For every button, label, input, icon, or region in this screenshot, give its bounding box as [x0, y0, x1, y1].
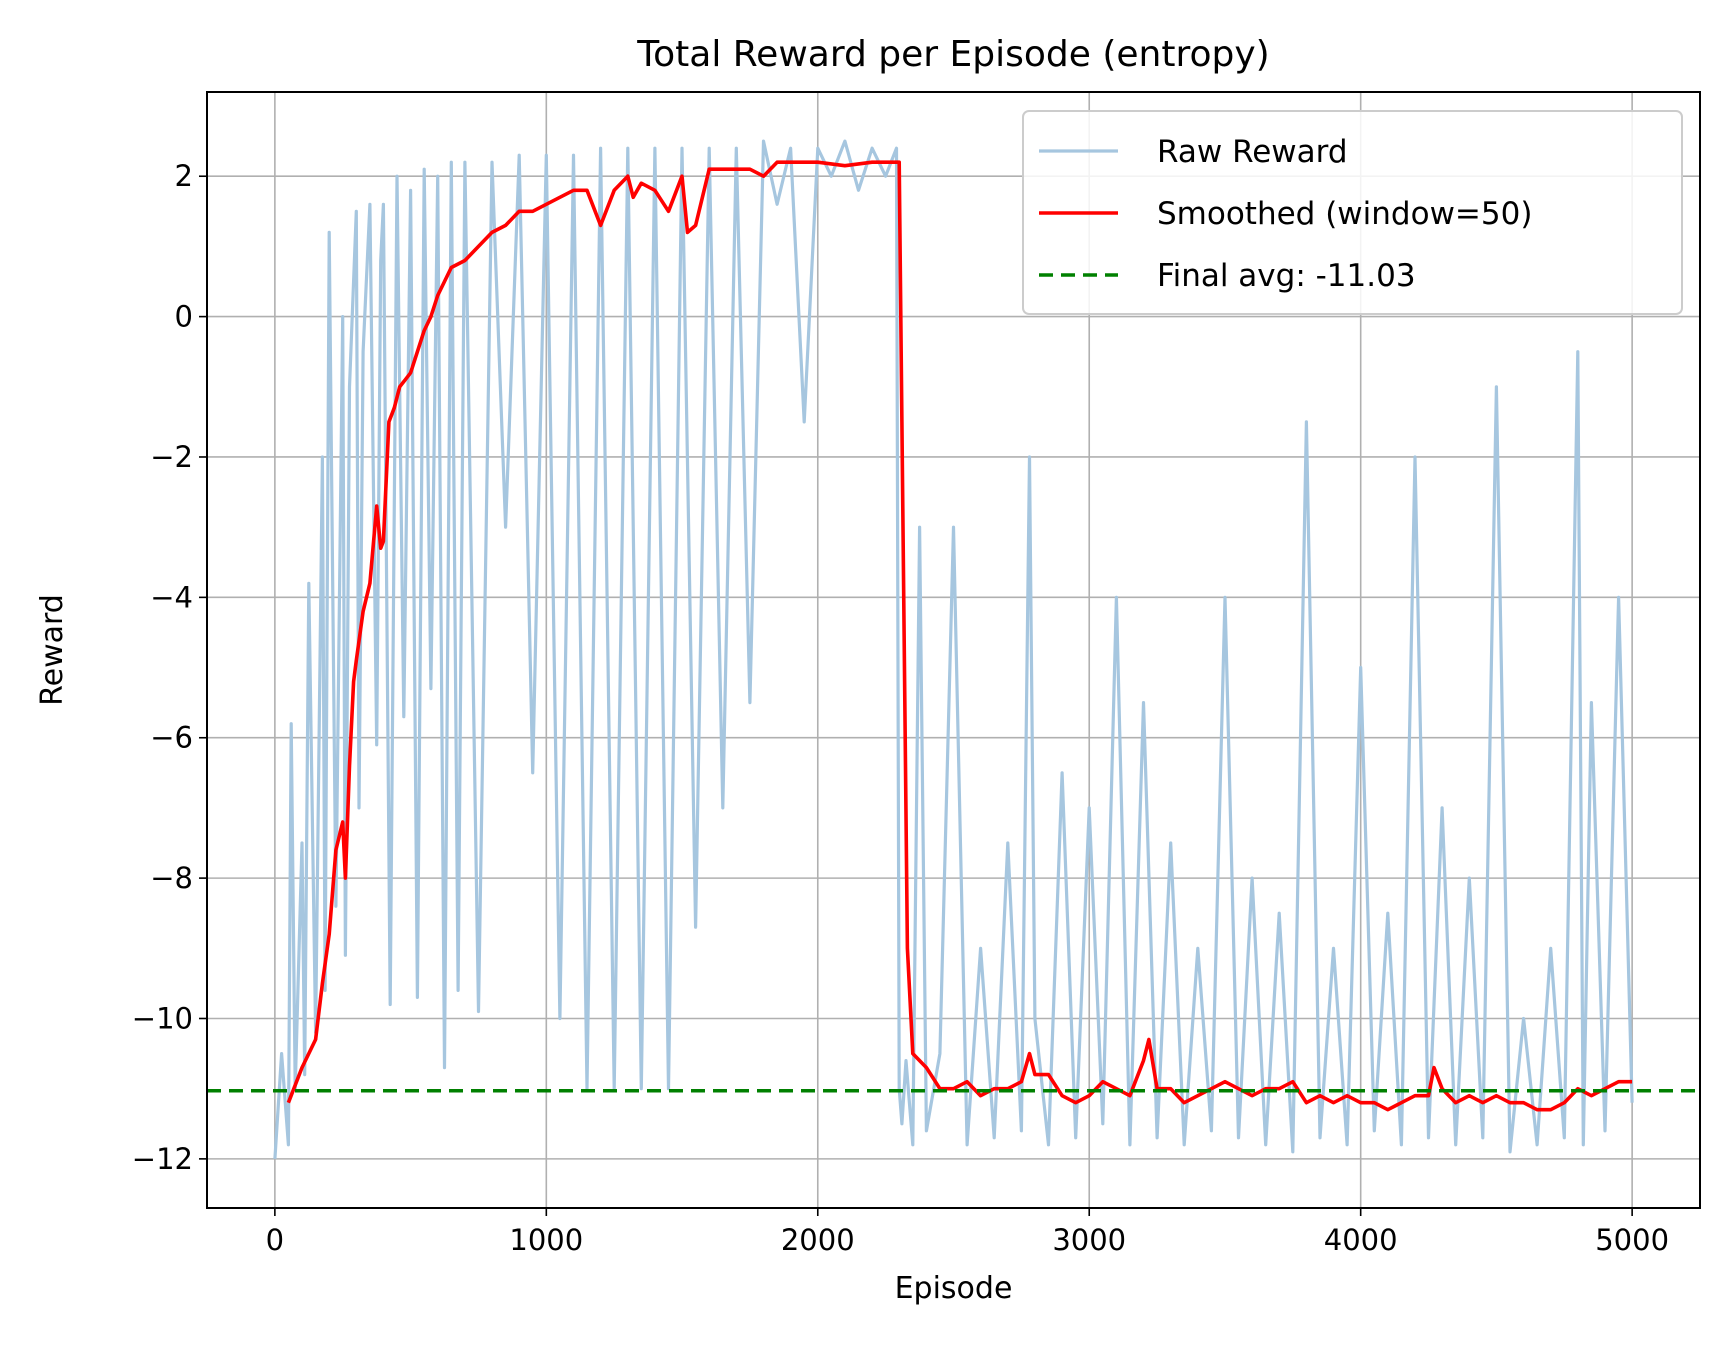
legend-label: Final avg: -11.03	[1157, 258, 1416, 294]
x-axis-ticks: 0 1000 2000 3000 4000 5000	[266, 1208, 1669, 1257]
plot-frame	[206, 91, 1701, 1209]
y-tick-label: −8	[150, 861, 193, 895]
y-axis-label: Reward	[35, 594, 70, 706]
plot-series	[207, 139, 1700, 1160]
x-tick-label: 0	[266, 1223, 284, 1257]
raw-reward-line	[273, 139, 1634, 1160]
smoothed-reward-line	[286, 160, 1633, 1112]
y-tick-label: −4	[150, 580, 193, 614]
y-tick-label: −10	[132, 1001, 193, 1035]
legend: Raw Reward Smoothed (window=50) Final avg:…	[1022, 110, 1683, 315]
x-axis-label: Episode	[895, 1271, 1013, 1306]
x-tick-label: 5000	[1595, 1223, 1669, 1257]
x-tick-label: 3000	[1052, 1223, 1126, 1257]
y-axis-ticks: −12 −10 −8 −6 −4 −2 0 2	[132, 159, 207, 1176]
chart-title: Total Reward per Episode (entropy)	[636, 34, 1269, 75]
y-tick-label: 0	[175, 300, 193, 334]
y-tick-label: −2	[150, 440, 193, 474]
x-tick-label: 4000	[1324, 1223, 1398, 1257]
y-tick-label: −12	[132, 1142, 193, 1176]
x-tick-label: 2000	[781, 1223, 855, 1257]
y-tick-label: −6	[150, 721, 193, 755]
legend-box	[1022, 110, 1683, 315]
y-tick-label: 2	[175, 159, 193, 193]
legend-label: Smoothed (window=50)	[1157, 196, 1532, 232]
legend-label: Raw Reward	[1157, 134, 1348, 170]
x-tick-label: 1000	[509, 1223, 583, 1257]
